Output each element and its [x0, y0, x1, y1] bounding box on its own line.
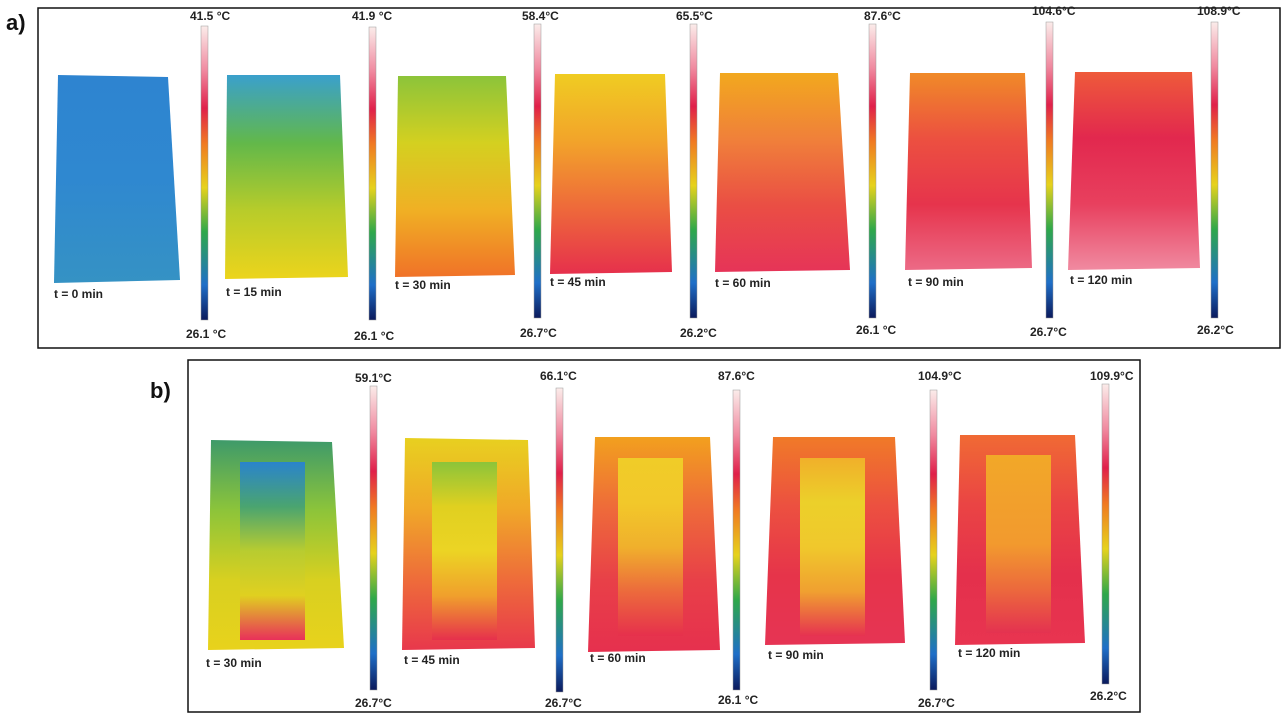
color-bar: [1102, 384, 1109, 684]
min-temp: 26.1 °C: [718, 693, 758, 707]
color-bar: [201, 26, 208, 320]
thermal-inner: [618, 458, 683, 636]
thermal-image: [550, 74, 672, 274]
min-temp: 26.7°C: [1030, 325, 1067, 339]
min-temp: 26.7°C: [520, 326, 557, 340]
min-temp: 26.1 °C: [186, 327, 226, 341]
max-temp: 58.4°C: [522, 9, 559, 23]
max-temp: 66.1°C: [540, 369, 577, 383]
time-label: t = 45 min: [404, 653, 460, 667]
time-label: t = 30 min: [395, 278, 451, 292]
color-bar: [1046, 22, 1053, 318]
thermal-image: [1068, 72, 1200, 270]
min-temp: 26.1 °C: [354, 329, 394, 343]
thermal-image: [905, 73, 1032, 270]
max-temp: 87.6°C: [864, 9, 901, 23]
max-temp: 104.9°C: [918, 369, 962, 383]
min-temp: 26.7°C: [355, 696, 392, 710]
thermal-inner: [240, 462, 305, 640]
min-temp: 26.2°C: [1090, 689, 1127, 703]
thermal-image: [54, 75, 180, 283]
color-bar: [930, 390, 937, 690]
color-bar: [370, 386, 377, 690]
max-temp: 109.9°C: [1090, 369, 1134, 383]
panel-label: b): [150, 378, 171, 403]
figure: a) b) t = 0 min 41.5 °C 26.1 °C t = 15 min 4…: [0, 0, 1285, 715]
color-bar: [1211, 22, 1218, 318]
time-label: t = 90 min: [908, 275, 964, 289]
color-bar: [690, 24, 697, 318]
thermal-image: [225, 75, 348, 279]
time-label: t = 120 min: [958, 646, 1020, 660]
max-temp: 104.6°C: [1032, 4, 1076, 18]
time-label: t = 90 min: [768, 648, 824, 662]
time-label: t = 30 min: [206, 656, 262, 670]
min-temp: 26.2°C: [1197, 323, 1234, 337]
time-label: t = 120 min: [1070, 273, 1132, 287]
panel-label: a): [6, 10, 26, 35]
min-temp: 26.1 °C: [856, 323, 896, 337]
time-label: t = 0 min: [54, 287, 103, 301]
max-temp: 87.6°C: [718, 369, 755, 383]
color-bar: [369, 27, 376, 320]
thermal-image: [715, 73, 850, 272]
time-label: t = 45 min: [550, 275, 606, 289]
thermal-inner: [986, 455, 1051, 633]
thermal-image: [395, 76, 515, 277]
min-temp: 26.2°C: [680, 326, 717, 340]
min-temp: 26.7°C: [545, 696, 582, 710]
max-temp: 41.9 °C: [352, 9, 392, 23]
min-temp: 26.7°C: [918, 696, 955, 710]
max-temp: 59.1°C: [355, 371, 392, 385]
max-temp: 108.9°C: [1197, 4, 1241, 18]
max-temp: 41.5 °C: [190, 9, 230, 23]
color-bar: [733, 390, 740, 690]
thermal-inner: [800, 458, 865, 636]
thermal-inner: [432, 462, 497, 640]
max-temp: 65.5°C: [676, 9, 713, 23]
color-bar: [534, 24, 541, 318]
time-label: t = 15 min: [226, 285, 282, 299]
color-bar: [869, 24, 876, 318]
time-label: t = 60 min: [715, 276, 771, 290]
time-label: t = 60 min: [590, 651, 646, 665]
color-bar: [556, 388, 563, 692]
